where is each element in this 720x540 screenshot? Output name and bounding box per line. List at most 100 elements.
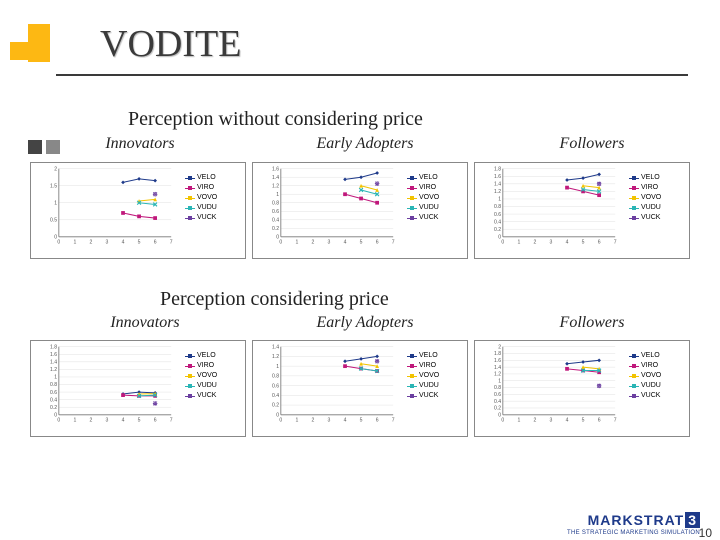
svg-text:6: 6 bbox=[154, 418, 157, 424]
col-label-followers-2: Followers bbox=[532, 314, 652, 332]
section-heading-2: Perception considering price bbox=[160, 288, 389, 311]
legend-item-viro: VIRO bbox=[407, 361, 465, 371]
svg-text:0.4: 0.4 bbox=[494, 399, 501, 405]
chart-row2-2: 00.20.40.60.811.21.41.61.8201234567VELOV… bbox=[474, 340, 690, 437]
svg-text:2: 2 bbox=[90, 240, 93, 246]
svg-text:0.2: 0.2 bbox=[494, 227, 501, 233]
svg-text:7: 7 bbox=[392, 240, 395, 246]
svg-text:1.8: 1.8 bbox=[494, 351, 501, 357]
svg-text:1: 1 bbox=[54, 200, 57, 206]
page-title: VODITE bbox=[100, 22, 241, 66]
svg-text:3: 3 bbox=[550, 418, 553, 424]
legend-item-velo: VELO bbox=[407, 351, 465, 361]
svg-text:0.8: 0.8 bbox=[50, 382, 57, 388]
legend-item-vudu: VUDU bbox=[407, 381, 465, 391]
svg-text:3: 3 bbox=[106, 418, 109, 424]
svg-text:3: 3 bbox=[328, 418, 331, 424]
legend-item-vovo: VOVO bbox=[185, 193, 243, 203]
svg-text:1.5: 1.5 bbox=[50, 183, 57, 189]
chart-row2-1: 00.20.40.60.811.21.401234567VELOVIROVOVO… bbox=[252, 340, 468, 437]
legend-item-vovo: VOVO bbox=[629, 371, 687, 381]
svg-text:0.8: 0.8 bbox=[272, 200, 279, 206]
svg-text:0.6: 0.6 bbox=[494, 212, 501, 218]
svg-text:5: 5 bbox=[582, 418, 585, 424]
legend-item-velo: VELO bbox=[629, 351, 687, 361]
svg-text:1.2: 1.2 bbox=[272, 354, 279, 360]
legend-item-vudu: VUDU bbox=[185, 381, 243, 391]
svg-text:0.5: 0.5 bbox=[50, 217, 57, 223]
legend-item-vudu: VUDU bbox=[629, 381, 687, 391]
svg-text:0.8: 0.8 bbox=[494, 204, 501, 210]
svg-text:1.2: 1.2 bbox=[494, 189, 501, 195]
bullet-icon bbox=[28, 140, 42, 154]
col-label-innovators-1: Innovators bbox=[80, 135, 200, 153]
col-label-earlyadopters-1: Early Adopters bbox=[290, 135, 440, 153]
footer-logo: MARKSTRAT3 bbox=[588, 512, 700, 528]
legend-item-vovo: VOVO bbox=[407, 193, 465, 203]
accent-bar-left bbox=[10, 42, 50, 60]
legend-item-vudu: VUDU bbox=[185, 203, 243, 213]
svg-text:4: 4 bbox=[344, 418, 347, 424]
legend-item-vudu: VUDU bbox=[407, 203, 465, 213]
legend-item-viro: VIRO bbox=[185, 183, 243, 193]
svg-text:6: 6 bbox=[154, 240, 157, 246]
svg-text:1: 1 bbox=[276, 192, 279, 198]
svg-text:7: 7 bbox=[170, 240, 173, 246]
svg-text:4: 4 bbox=[566, 240, 569, 246]
svg-text:1: 1 bbox=[295, 418, 298, 424]
legend-item-velo: VELO bbox=[407, 173, 465, 183]
chart-row-1: 00.511.5201234567VELOVIROVOVOVUDUVUCK00.… bbox=[30, 162, 690, 259]
legend-item-viro: VIRO bbox=[407, 183, 465, 193]
svg-text:0.4: 0.4 bbox=[272, 393, 279, 399]
title-underline bbox=[56, 74, 688, 76]
legend-item-vuck: VUCK bbox=[185, 391, 243, 401]
svg-text:0.4: 0.4 bbox=[50, 397, 57, 403]
svg-text:1.4: 1.4 bbox=[50, 360, 57, 366]
svg-text:0: 0 bbox=[501, 240, 504, 246]
chart-row-2: 00.20.40.60.811.21.41.61.801234567VELOVI… bbox=[30, 340, 690, 437]
svg-text:1.6: 1.6 bbox=[50, 352, 57, 358]
svg-text:1: 1 bbox=[498, 197, 501, 203]
legend-item-viro: VIRO bbox=[629, 183, 687, 193]
svg-text:0.2: 0.2 bbox=[494, 406, 501, 412]
page-number: 10 bbox=[699, 526, 712, 540]
svg-text:0.8: 0.8 bbox=[494, 385, 501, 391]
svg-text:1.6: 1.6 bbox=[494, 358, 501, 364]
svg-text:0.2: 0.2 bbox=[272, 226, 279, 232]
svg-text:2: 2 bbox=[534, 418, 537, 424]
svg-text:0: 0 bbox=[57, 240, 60, 246]
svg-text:0.6: 0.6 bbox=[272, 383, 279, 389]
chart-row1-2: 00.20.40.60.811.21.41.61.801234567VELOVI… bbox=[474, 162, 690, 259]
svg-text:0: 0 bbox=[279, 418, 282, 424]
chart-row2-0: 00.20.40.60.811.21.41.61.801234567VELOVI… bbox=[30, 340, 246, 437]
svg-text:2: 2 bbox=[498, 344, 501, 350]
svg-text:1: 1 bbox=[517, 418, 520, 424]
chart-row1-1: 00.20.40.60.811.21.41.601234567VELOVIROV… bbox=[252, 162, 468, 259]
svg-text:0.2: 0.2 bbox=[272, 403, 279, 409]
svg-text:6: 6 bbox=[376, 418, 379, 424]
svg-text:1: 1 bbox=[498, 378, 501, 384]
svg-text:6: 6 bbox=[376, 240, 379, 246]
col-label-followers-1: Followers bbox=[532, 135, 652, 153]
svg-text:0: 0 bbox=[279, 240, 282, 246]
svg-text:6: 6 bbox=[598, 418, 601, 424]
svg-text:5: 5 bbox=[360, 418, 363, 424]
legend-item-vuck: VUCK bbox=[407, 213, 465, 223]
section-heading-1: Perception without considering price bbox=[128, 108, 423, 131]
svg-text:1.2: 1.2 bbox=[50, 367, 57, 373]
svg-text:0: 0 bbox=[57, 418, 60, 424]
svg-text:0.4: 0.4 bbox=[494, 219, 501, 225]
svg-text:5: 5 bbox=[582, 240, 585, 246]
svg-text:1.4: 1.4 bbox=[494, 365, 501, 371]
svg-text:1.8: 1.8 bbox=[50, 344, 57, 350]
legend-item-vuck: VUCK bbox=[407, 391, 465, 401]
svg-text:7: 7 bbox=[392, 418, 395, 424]
svg-text:0.4: 0.4 bbox=[272, 217, 279, 223]
legend-item-velo: VELO bbox=[185, 351, 243, 361]
svg-text:0.6: 0.6 bbox=[50, 390, 57, 396]
svg-text:6: 6 bbox=[598, 240, 601, 246]
col-label-innovators-2: Innovators bbox=[80, 314, 210, 332]
legend-item-vuck: VUCK bbox=[629, 391, 687, 401]
svg-text:3: 3 bbox=[328, 240, 331, 246]
svg-text:0.8: 0.8 bbox=[272, 374, 279, 380]
